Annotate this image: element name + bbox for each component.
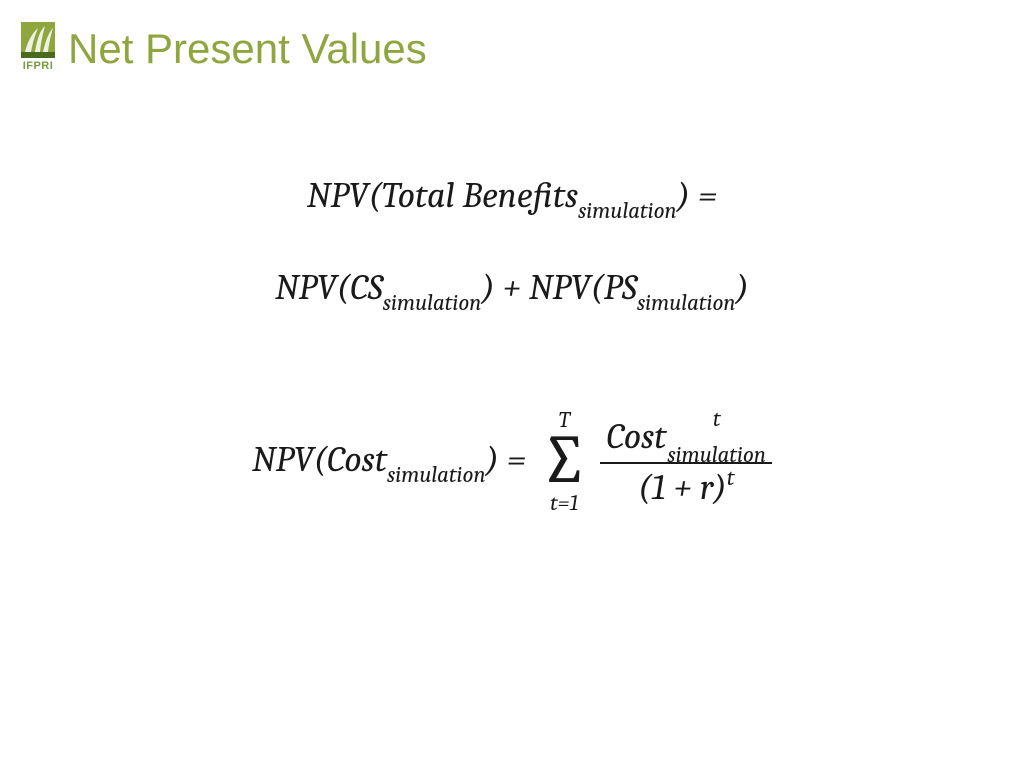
eq1-sub: simulation: [578, 198, 677, 224]
eq3-eq: =: [499, 439, 526, 480]
eq1-arg: Total Benefits: [382, 175, 578, 216]
fraction-denominator: (1 + r)t: [632, 464, 740, 510]
ifpri-logo: IFPRI: [20, 22, 56, 72]
eq2-t2-arg: PS: [604, 267, 637, 308]
slide-header: IFPRI Net Present Values: [20, 22, 427, 72]
num-subsup: tsimulation: [667, 419, 766, 460]
num-sub: simulation: [667, 445, 766, 465]
fraction: Costtsimulation (1 + r)t: [600, 414, 772, 510]
eq2-t1-sub: simulation: [383, 290, 482, 316]
eq2-op: +: [495, 267, 529, 308]
eq2-t1-arg: CS: [350, 267, 383, 308]
equations-area: NPV(Total Benefitssimulation) = NPV(CSsi…: [0, 175, 1024, 515]
den-base: (1 + r): [638, 467, 727, 508]
equation-cs-plus-ps: NPV(CSsimulation) + NPV(PSsimulation): [275, 267, 749, 313]
eq2-t2-func: NPV: [529, 267, 591, 308]
eq1-tail: =: [690, 175, 717, 216]
eq1-func: NPV: [307, 175, 369, 216]
sum-lower: t=1: [550, 492, 578, 514]
ifpri-logo-icon: [21, 22, 55, 58]
eq3-lhs-sub: simulation: [387, 462, 486, 488]
slide-title: Net Present Values: [68, 26, 427, 72]
eq3-lhs: NPV(Costsimulation) =: [252, 439, 526, 485]
summation-icon: T ∑ t=1: [540, 409, 588, 514]
eq2-t1-func: NPV: [275, 267, 337, 308]
equation-npv-cost: NPV(Costsimulation) = T ∑ t=1 Costtsimul…: [252, 409, 772, 514]
eq3-lhs-func: NPV: [252, 439, 314, 480]
den-sup: t: [727, 465, 735, 491]
ifpri-logo-text: IFPRI: [23, 60, 54, 72]
eq3-lhs-arg: Cost: [327, 439, 387, 480]
slide: IFPRI Net Present Values NPV(Total Benef…: [0, 0, 1024, 768]
num-base: Cost: [606, 416, 666, 457]
sigma-symbol: ∑: [540, 434, 588, 489]
num-sup: t: [667, 409, 766, 429]
equation-npv-total-benefits: NPV(Total Benefitssimulation) =: [307, 175, 717, 221]
fraction-numerator: Costtsimulation: [600, 414, 772, 462]
eq2-t2-sub: simulation: [637, 290, 736, 316]
